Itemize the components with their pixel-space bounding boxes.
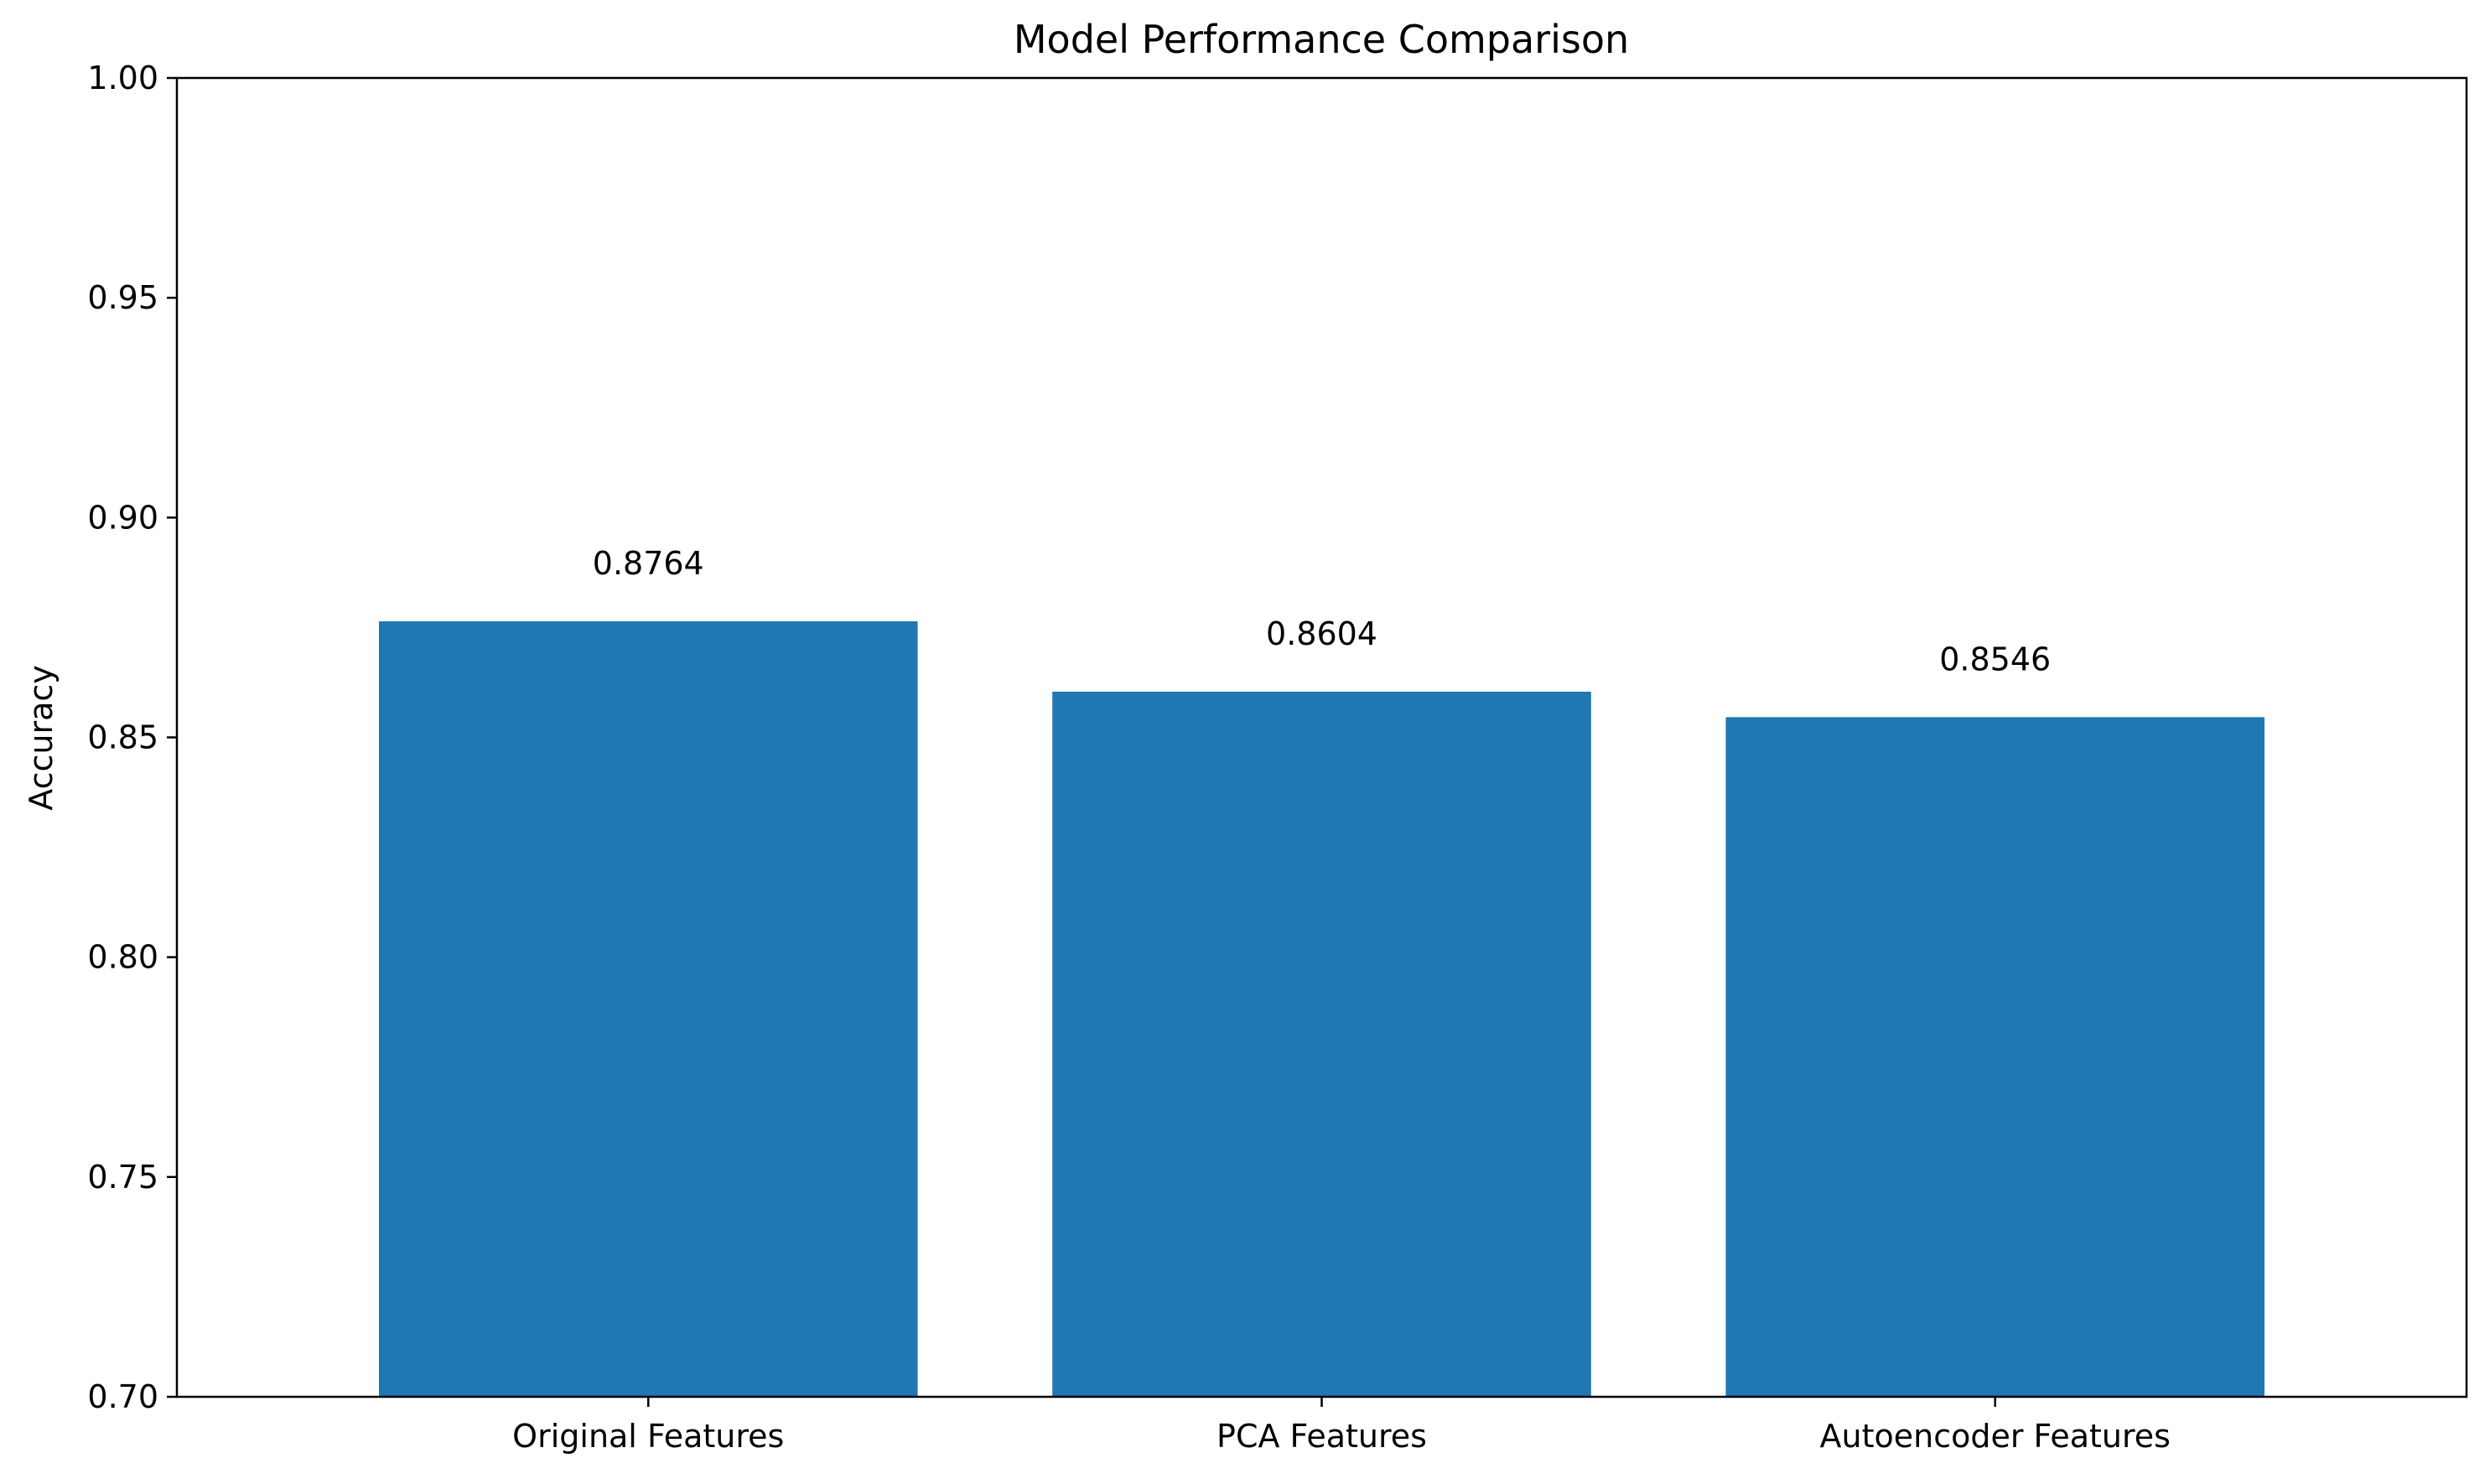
data-label-0: 0.8764	[593, 545, 704, 582]
y-tick-label-1: 0.75	[87, 1159, 158, 1196]
y-axis: 0.70 0.75 0.80 0.85 0.90 0.95 1.00	[87, 60, 177, 1415]
x-tick-label-2: Autoencoder Features	[1820, 1418, 2171, 1455]
plot-frame	[175, 76, 2468, 1398]
x-tick-label-1: PCA Features	[1216, 1418, 1427, 1455]
x-axis: Original Features PCA Features Autoencoder…	[512, 1397, 2171, 1455]
y-tick-label-2: 0.80	[87, 939, 158, 976]
y-tick-label-3: 0.85	[87, 719, 158, 756]
chart-title: Model Performance Comparison	[1014, 17, 1629, 62]
bar-2	[1725, 717, 2265, 1397]
y-tick-label-4: 0.90	[87, 499, 158, 536]
y-axis-label: Accuracy	[23, 665, 60, 811]
y-tick-label-0: 0.70	[87, 1378, 158, 1415]
bars	[378, 621, 2265, 1397]
bar-0	[378, 621, 918, 1397]
y-tick-label-5: 0.95	[87, 279, 158, 316]
data-label-2: 0.8546	[1939, 641, 2051, 677]
y-tick-label-6: 1.00	[87, 60, 158, 96]
data-label-1: 0.8604	[1266, 615, 1377, 652]
bar-1	[1052, 691, 1591, 1397]
data-labels: 0.8764 0.8604 0.8546	[593, 545, 2051, 677]
x-tick-label-0: Original Features	[512, 1418, 784, 1455]
